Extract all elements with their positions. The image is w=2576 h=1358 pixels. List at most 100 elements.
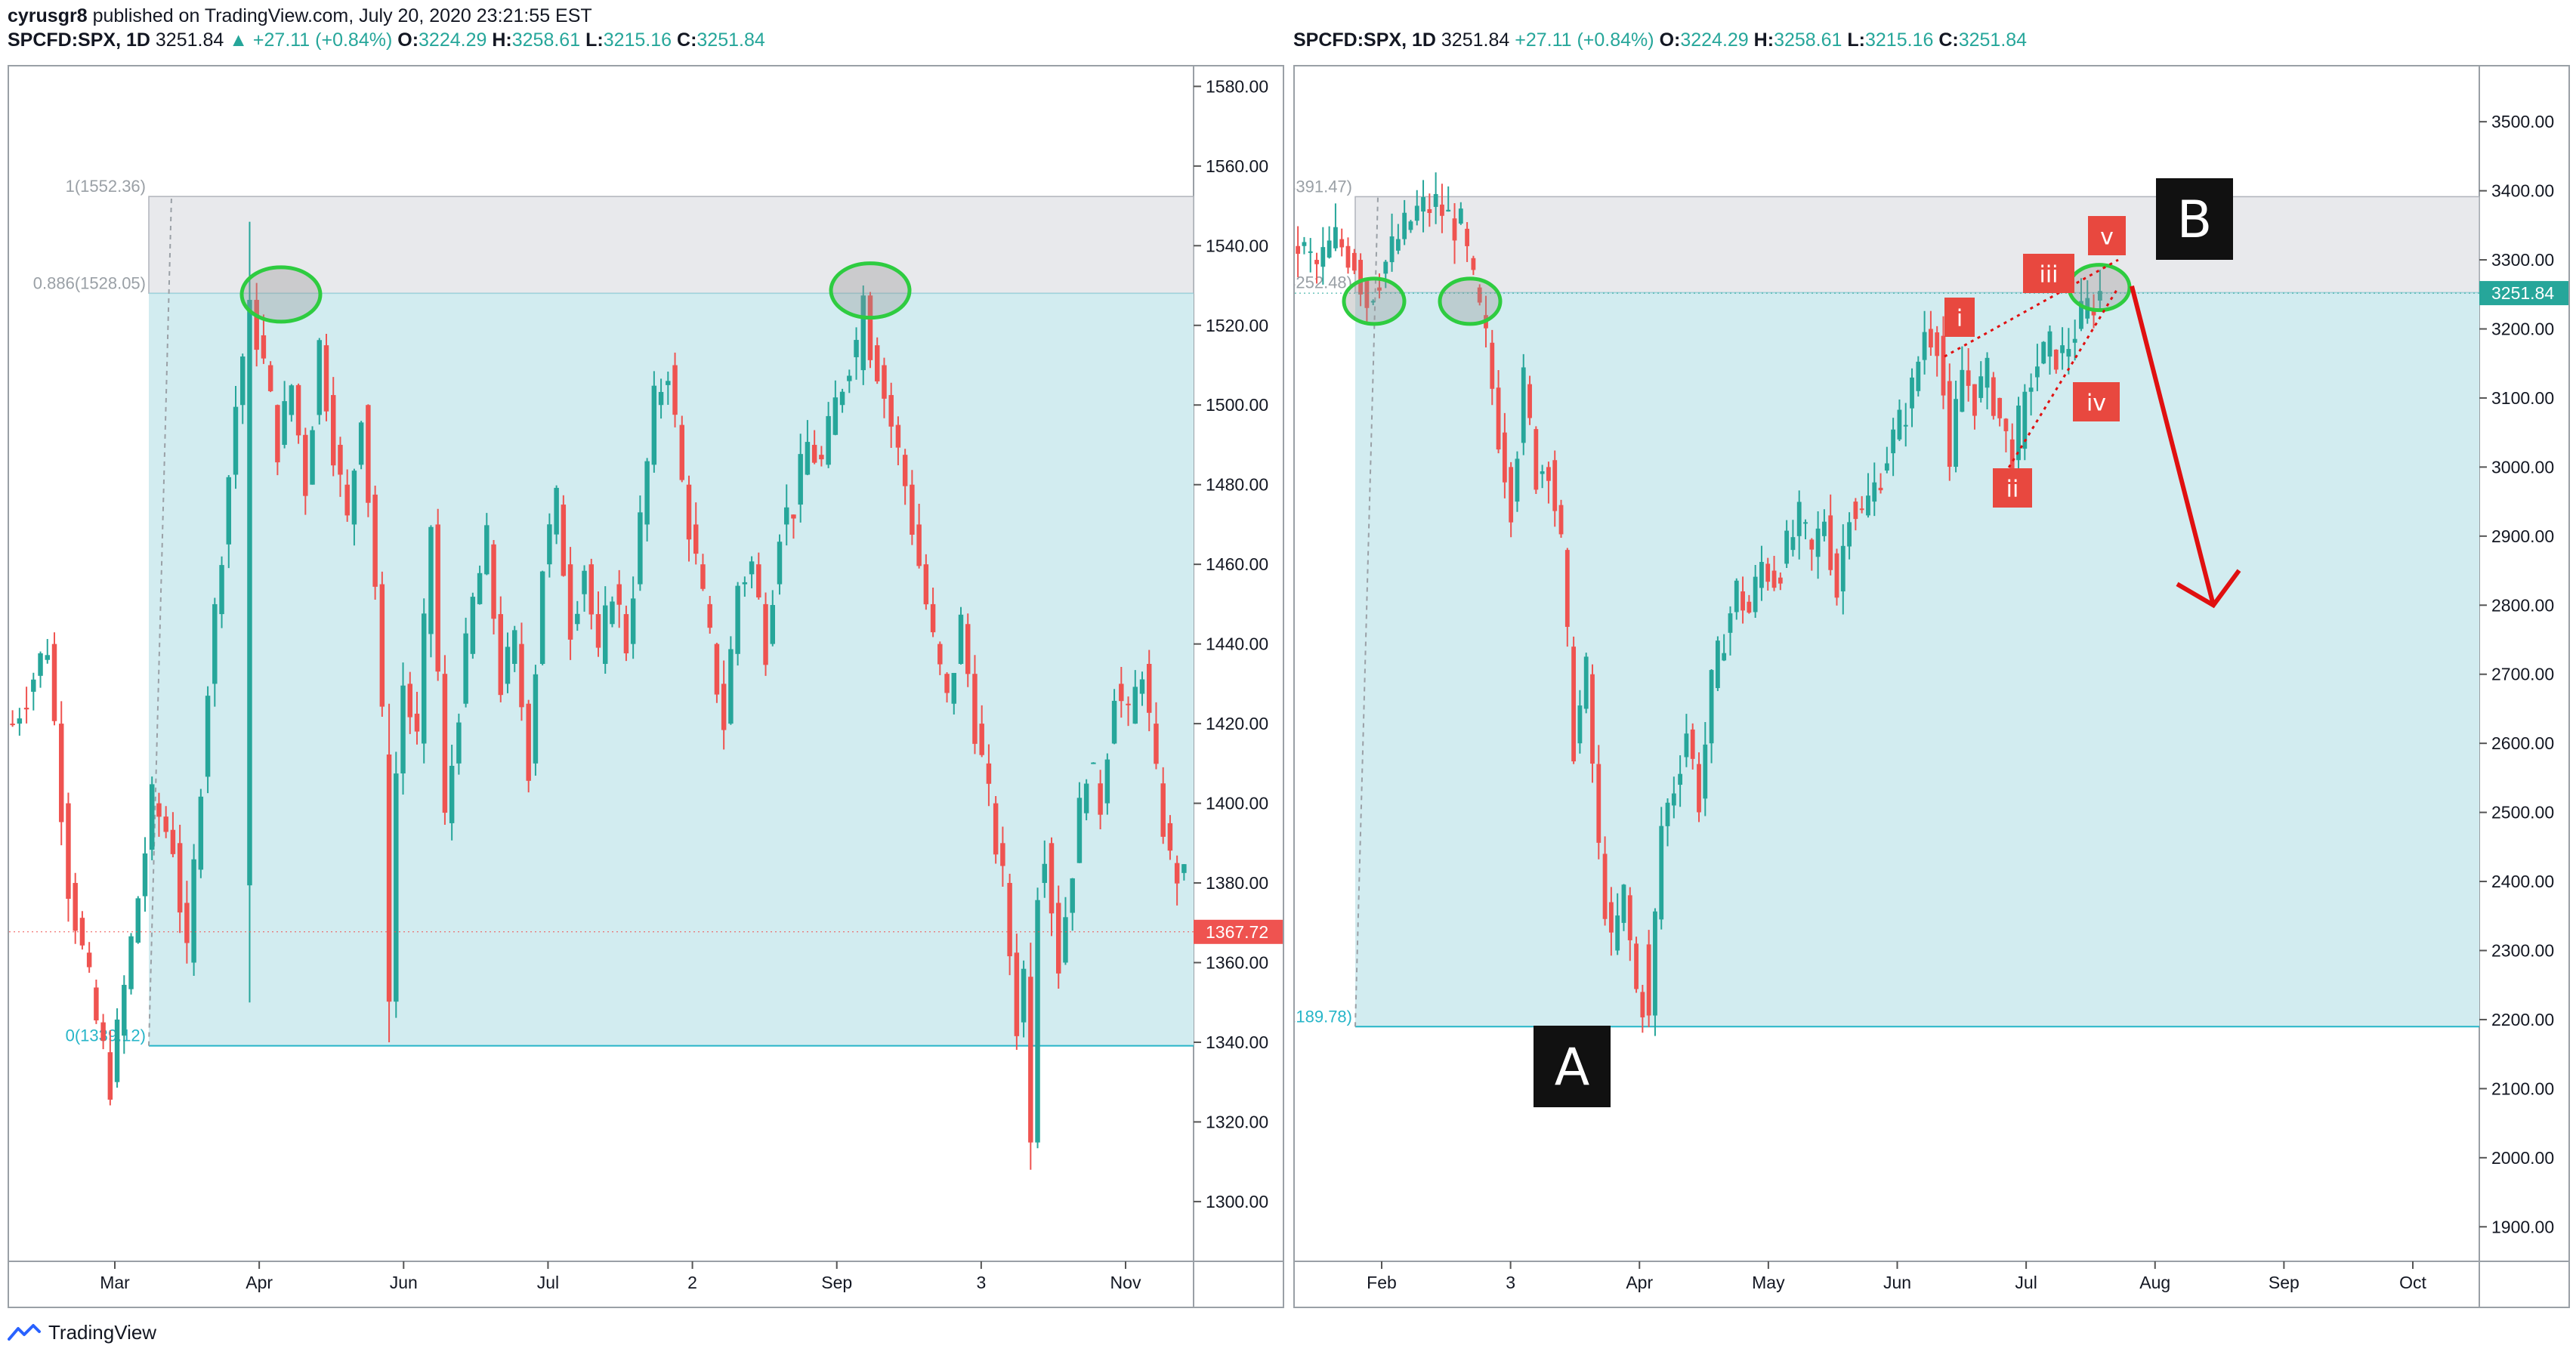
candle-body [1847, 522, 1852, 547]
candle-body [1627, 895, 1632, 940]
candle-body [1490, 342, 1495, 389]
wave-label-ii: ii [2006, 476, 2019, 502]
candle-body [519, 644, 524, 708]
candle-body [1021, 968, 1027, 1023]
candle-body [1703, 744, 1708, 799]
candle-body [170, 829, 176, 854]
y-tick-label: 1380.00 [1206, 873, 1268, 893]
candle-body [267, 365, 273, 391]
candle-body [1809, 539, 1815, 550]
candle-body [1083, 783, 1089, 813]
candle-body [1098, 783, 1103, 815]
candle-body [1941, 335, 1946, 396]
candle-body [888, 395, 894, 427]
candle-body [1583, 656, 1589, 709]
candle-body [1778, 577, 1783, 584]
candle-body [700, 564, 706, 589]
wave-label-iii-box [2023, 254, 2074, 293]
candle-body [1590, 674, 1595, 764]
candle-body [707, 603, 712, 628]
candle-body [2097, 291, 2102, 301]
candle-body [630, 598, 636, 644]
last-price-tag [1194, 919, 1283, 944]
x-tick-label: Nov [1110, 1273, 1141, 1292]
candle-body [358, 422, 364, 465]
candle-body [554, 487, 559, 535]
wave-label-B: B [2177, 190, 2213, 250]
candle-body [1866, 495, 1870, 516]
candle-body [721, 684, 727, 730]
candle-body [1421, 197, 1425, 212]
symbol[interactable]: SPCFD:SPX, 1D [8, 29, 150, 51]
candle-body [107, 1052, 113, 1100]
candle-body [1458, 208, 1463, 224]
candle-body [1621, 884, 1626, 923]
candle-body [1446, 209, 1451, 212]
candle-body [1859, 508, 1864, 511]
candle-body [2028, 387, 2034, 392]
x-tick-label: 2 [687, 1273, 697, 1292]
x-tick-label: Jun [1883, 1273, 1911, 1292]
candle-body [1985, 357, 1990, 388]
symbol[interactable]: SPCFD:SPX, 1D [1293, 29, 1436, 51]
candle-body [951, 672, 956, 704]
author-name[interactable]: cyrusgr8 [8, 5, 88, 26]
candle-body [233, 406, 239, 475]
y-tick-label: 1460.00 [1206, 554, 1268, 574]
candle-body [1884, 463, 1889, 471]
candle-body [1947, 381, 1952, 468]
candle-body [2035, 366, 2040, 378]
x-tick-label: 3 [976, 1273, 986, 1292]
right-candlestick-chart[interactable]: 1(3391.47)0.886(3252.48)0(2189.78)1900.0… [1295, 66, 2568, 1307]
candle-body [784, 507, 789, 525]
candle-body [351, 471, 357, 525]
left-chart-panel[interactable]: 1(1552.36)0.886(1528.05)0(1339.12)1300.0… [8, 65, 1284, 1308]
candle-body [1615, 915, 1620, 951]
x-tick-label: Jun [390, 1273, 418, 1292]
fib-level-label: 0.886(1528.05) [33, 273, 146, 292]
candle-body [1521, 367, 1526, 443]
candle-body [240, 356, 246, 406]
candle-body [1007, 883, 1012, 957]
footer: TradingView [8, 1317, 156, 1347]
candle-body [1646, 944, 1651, 1016]
candle-body [2053, 349, 2059, 370]
candle-body [1821, 521, 1827, 536]
candle-body [1552, 460, 1558, 511]
candle-body [150, 784, 155, 850]
left-chart-title: SPCFD:SPX, 1D 3251.84 ▲ +27.11 (+0.84%) … [8, 29, 765, 51]
candle-body [561, 505, 567, 576]
candle-body [882, 365, 887, 399]
y-tick-label: 2100.00 [2491, 1079, 2554, 1098]
candle-body [282, 401, 287, 445]
left-candlestick-chart[interactable]: 1(1552.36)0.886(1528.05)0(1339.12)1300.0… [9, 66, 1283, 1307]
candle-body [1132, 687, 1138, 724]
x-tick-label: Apr [246, 1273, 273, 1292]
candle-body [122, 984, 127, 1036]
candle-body [595, 614, 601, 648]
candle-body [498, 614, 503, 696]
candle-body [1954, 399, 1958, 468]
right-chart-panel[interactable]: 1(3391.47)0.886(3252.48)0(2189.78)1900.0… [1293, 65, 2570, 1308]
publication-header: cyrusgr8 published on TradingView.com, J… [8, 5, 592, 27]
candle-body [394, 773, 399, 1002]
candle-body [672, 365, 678, 415]
y-tick-label: 1580.00 [1206, 76, 1268, 96]
ohlc-high-label: H: [1753, 29, 1774, 51]
ohlc-high-label: H: [492, 29, 512, 51]
candle-body [1070, 878, 1075, 913]
y-tick-label: 2800.00 [2491, 595, 2554, 615]
candle-body [114, 1019, 120, 1082]
candle-body [512, 630, 517, 664]
ohlc-low-value: 3215.16 [603, 29, 672, 51]
candle-body [1414, 205, 1419, 221]
candle-body [658, 391, 664, 406]
candle-body [1339, 239, 1345, 248]
candle-body [23, 708, 29, 710]
candle-body [1154, 724, 1159, 764]
candle-body [1139, 679, 1145, 694]
candle-body [163, 816, 168, 832]
brand-name[interactable]: TradingView [48, 1320, 157, 1344]
candle-body [1997, 397, 2003, 418]
candle-body [94, 987, 99, 1020]
